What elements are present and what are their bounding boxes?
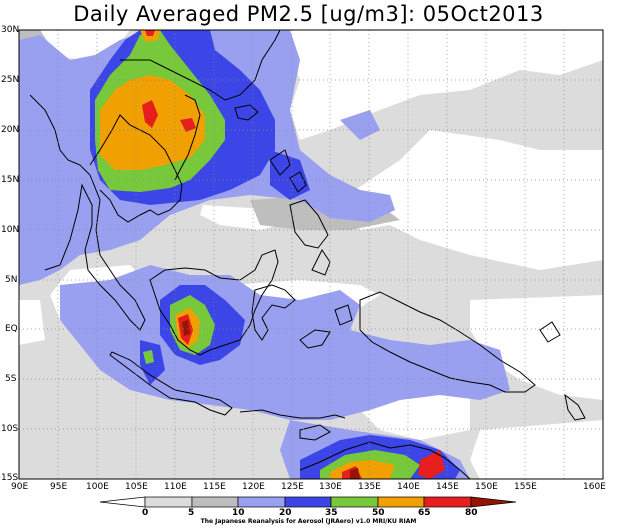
lat-label-20n: 20N (1, 125, 20, 135)
concentration-field (19, 30, 603, 479)
map-title: Daily Averaged PM2.5 [ug/m3]: 05Oct2013 (73, 2, 544, 26)
lon-label-120e: 120E (242, 482, 265, 492)
lat-label-25n: 25N (1, 75, 20, 85)
map-frame (18, 29, 604, 480)
lat-label-15n: 15N (1, 175, 20, 185)
lon-label-155e: 155E (514, 482, 537, 492)
colorbar-tick-20: 20 (279, 508, 292, 518)
colorbar-tick-5: 5 (188, 508, 195, 518)
band-80-plus (142, 100, 158, 128)
lat-label-10n: 10N (1, 225, 20, 235)
lat-label-15s: 15S (1, 473, 19, 483)
lon-label-135e: 135E (358, 482, 381, 492)
lon-label-90e: 90E (11, 482, 29, 492)
lon-label-140e: 140E (397, 482, 420, 492)
graticule (19, 30, 603, 479)
lon-label-150e: 150E (475, 482, 498, 492)
coastlines (29, 30, 586, 479)
lon-label-105e: 105E (125, 482, 148, 492)
credit-line: The Japanese Reanalysis for Aerosol (JRA… (200, 518, 417, 525)
lon-label-125e: 125E (281, 482, 304, 492)
lon-label-100e: 100E (86, 482, 109, 492)
lon-label-130e: 130E (319, 482, 342, 492)
colorbar-tick-35: 35 (325, 508, 338, 518)
lat-label-30n: 30N (1, 25, 20, 35)
lon-label-145e: 145E (436, 482, 459, 492)
lon-label-160e: 160E (583, 482, 606, 492)
lat-label-eq: EQ (5, 324, 18, 334)
colorbar-tick-50: 50 (372, 508, 385, 518)
colorbar-tick-0: 0 (142, 508, 149, 518)
lon-label-95e: 95E (50, 482, 68, 492)
lat-label-5n: 5N (5, 275, 18, 285)
colorbar-tick-65: 65 (418, 508, 431, 518)
lat-label-5s: 5S (5, 374, 17, 384)
lon-label-110e: 110E (164, 482, 187, 492)
colorbar-tick-10: 10 (232, 508, 245, 518)
colorbar-tick-80: 80 (465, 508, 478, 518)
lat-label-10s: 10S (1, 424, 19, 434)
lon-label-115e: 115E (203, 482, 226, 492)
